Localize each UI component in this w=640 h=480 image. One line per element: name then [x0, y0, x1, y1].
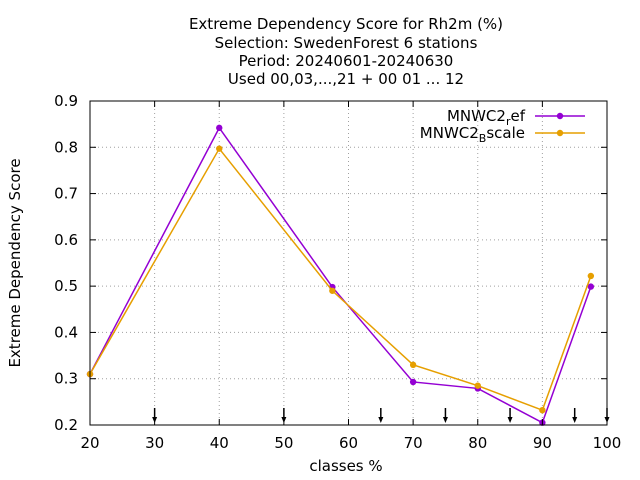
series-1: [86, 124, 595, 426]
x-tick-label: 90: [533, 434, 552, 452]
y-tick-label: 0.2: [54, 416, 78, 434]
threshold-arrow: [572, 408, 578, 423]
data-series: [86, 124, 595, 426]
series-2: [86, 145, 595, 414]
data-point: [216, 145, 223, 152]
data-point: [539, 406, 546, 414]
x-tick-label: 60: [339, 434, 358, 452]
x-tick-label: 20: [80, 434, 99, 452]
x-tick-label: 30: [145, 434, 164, 452]
threshold-arrow-head: [507, 417, 513, 423]
axis-ticks: [89, 100, 608, 426]
x-tick-labels: 20 30 40 50 60 70 80 90 100: [80, 434, 621, 452]
x-tick-label: 50: [274, 434, 293, 452]
chart-title: Extreme Dependency Score for Rh2m (%) Se…: [189, 15, 503, 88]
title-line-4: Used 00,03,...,21 + 00 01 ... 12: [228, 70, 464, 88]
data-point: [587, 283, 595, 290]
x-axis-label: classes %: [309, 457, 382, 475]
threshold-arrow: [507, 408, 513, 423]
legend-entry-2: MNWC2Bscale: [420, 124, 585, 145]
x-tick-label: 80: [468, 434, 487, 452]
y-tick-labels: 0.2 0.3 0.4 0.5 0.6 0.7 0.8 0.9: [54, 92, 78, 434]
legend-swatch-point: [556, 112, 564, 120]
series-line: [89, 126, 592, 424]
data-point: [216, 124, 223, 132]
data-point: [409, 378, 417, 386]
threshold-arrow: [378, 408, 384, 423]
legend-swatch-point: [556, 129, 564, 137]
grid-lines: [90, 101, 607, 425]
data-point: [587, 272, 595, 280]
y-tick-label: 0.4: [54, 323, 78, 341]
data-point: [409, 361, 417, 369]
y-axis-label: Extreme Dependency Score: [6, 158, 24, 367]
series-line: [89, 147, 592, 412]
title-line-2: Selection: SwedenForest 6 stations: [215, 34, 478, 52]
y-tick-label: 0.3: [54, 370, 78, 388]
x-tick-label: 70: [404, 434, 423, 452]
threshold-arrow: [442, 408, 448, 423]
threshold-arrow-head: [378, 417, 384, 423]
y-tick-label: 0.6: [54, 231, 78, 249]
y-tick-label: 0.7: [54, 185, 78, 203]
y-tick-label: 0.9: [54, 92, 78, 110]
x-tick-label: 40: [210, 434, 229, 452]
threshold-arrow-head: [442, 417, 448, 423]
x-tick-label: 100: [593, 434, 622, 452]
y-tick-label: 0.5: [54, 277, 78, 295]
title-line-3: Period: 20240601-20240630: [239, 52, 454, 70]
y-tick-label: 0.8: [54, 138, 78, 156]
legend-entry-1: MNWC2ref: [447, 107, 585, 128]
legend-label: MNWC2ref: [447, 107, 526, 128]
data-point: [329, 287, 336, 294]
threshold-arrow-head: [572, 417, 578, 423]
data-point: [474, 382, 481, 389]
title-line-1: Extreme Dependency Score for Rh2m (%): [189, 15, 503, 33]
legend-label: MNWC2Bscale: [420, 124, 525, 145]
